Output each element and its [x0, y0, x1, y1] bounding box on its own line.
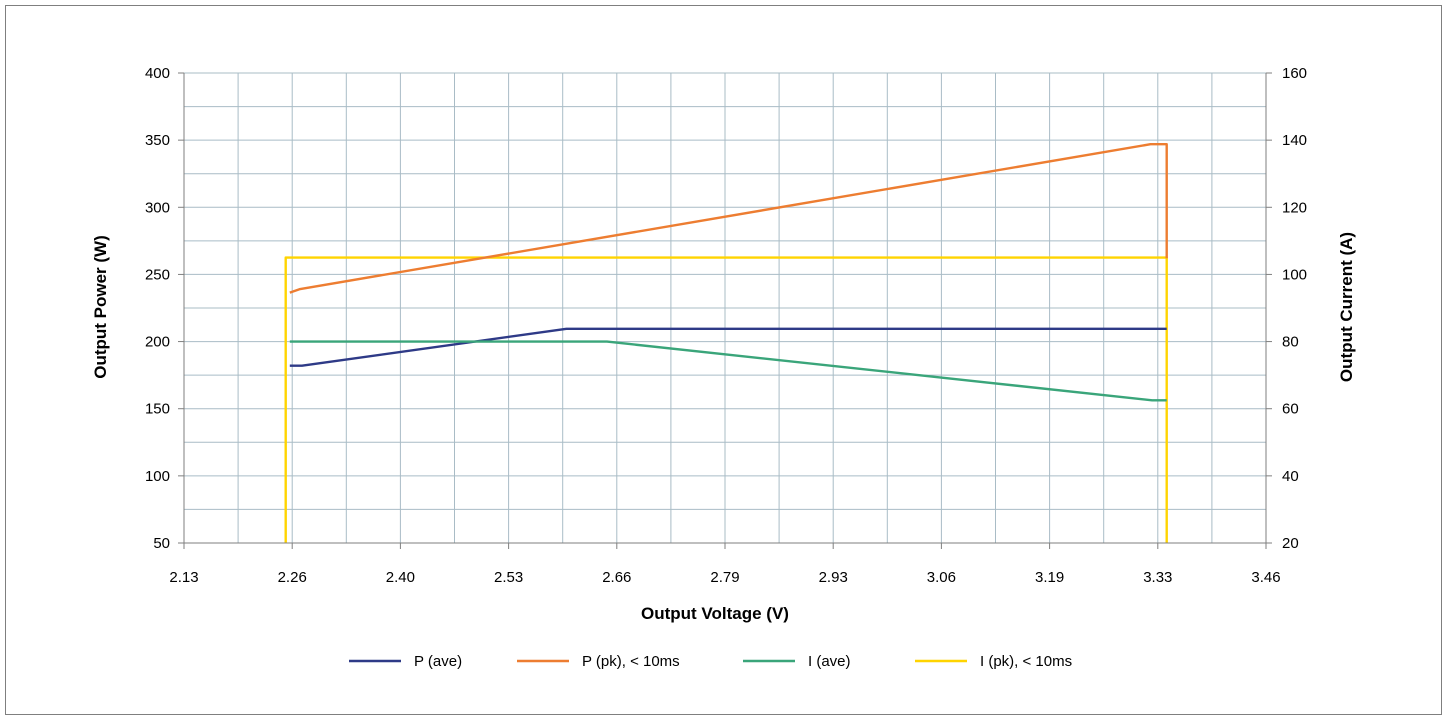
series-line-3: [284, 256, 1168, 543]
y2-axis-ticks: 20 40 60 80 100 120 140 160: [1266, 65, 1307, 552]
y2-tick-label: 100: [1282, 266, 1307, 283]
series-lines: [284, 142, 1168, 543]
legend-label: P (pk), < 10ms: [582, 653, 680, 670]
y-tick-label: 50: [153, 535, 170, 552]
y2-tick-label: 160: [1282, 65, 1307, 82]
grid: [183, 72, 1267, 544]
legend-label: I (ave): [808, 653, 851, 670]
x-axis-title: Output Voltage (V): [641, 604, 789, 623]
y-tick-label: 300: [145, 199, 170, 216]
y-tick-label: 100: [145, 468, 170, 485]
legend-label: I (pk), < 10ms: [980, 653, 1072, 670]
y2-axis-title: Output Current (A): [1337, 232, 1356, 382]
y2-tick-label: 140: [1282, 132, 1307, 149]
y-tick-label: 400: [145, 65, 170, 82]
x-tick-label: 2.26: [278, 569, 307, 586]
x-tick-label: 2.93: [819, 569, 848, 586]
x-tick-label: 2.53: [494, 569, 523, 586]
series-line-2: [289, 340, 1167, 402]
x-axis-ticks: 2.13 2.26 2.40 2.53 2.66 2.79 2.93 3.06 3.19 3.33…: [169, 543, 1281, 586]
x-tick-label: 3.46: [1251, 569, 1280, 586]
y2-tick-label: 80: [1282, 334, 1299, 351]
legend-label: P (ave): [414, 653, 462, 670]
x-tick-label: 3.06: [927, 569, 956, 586]
x-tick-label: 2.13: [169, 569, 198, 586]
y-axis-ticks: 50 100 150 200 250 300 350 400: [145, 65, 184, 552]
x-tick-label: 2.79: [710, 569, 739, 586]
y-tick-label: 200: [145, 334, 170, 351]
series-line-0: [289, 327, 1167, 367]
y2-tick-label: 20: [1282, 535, 1299, 552]
x-tick-label: 3.19: [1035, 569, 1064, 586]
y2-tick-label: 60: [1282, 401, 1299, 418]
y2-tick-label: 120: [1282, 199, 1307, 216]
x-tick-label: 2.66: [602, 569, 631, 586]
y-axis-title: Output Power (W): [91, 235, 110, 379]
series-line-1: [289, 142, 1168, 294]
x-tick-label: 3.33: [1143, 569, 1172, 586]
legend: P (ave) P (pk), < 10ms I (ave) I (pk), < 10…: [349, 653, 1072, 670]
y-tick-label: 350: [145, 132, 170, 149]
x-tick-label: 2.40: [386, 569, 415, 586]
y-tick-label: 150: [145, 401, 170, 418]
y-tick-label: 250: [145, 266, 170, 283]
chart-frame: [5, 5, 1442, 715]
y2-tick-label: 40: [1282, 468, 1299, 485]
